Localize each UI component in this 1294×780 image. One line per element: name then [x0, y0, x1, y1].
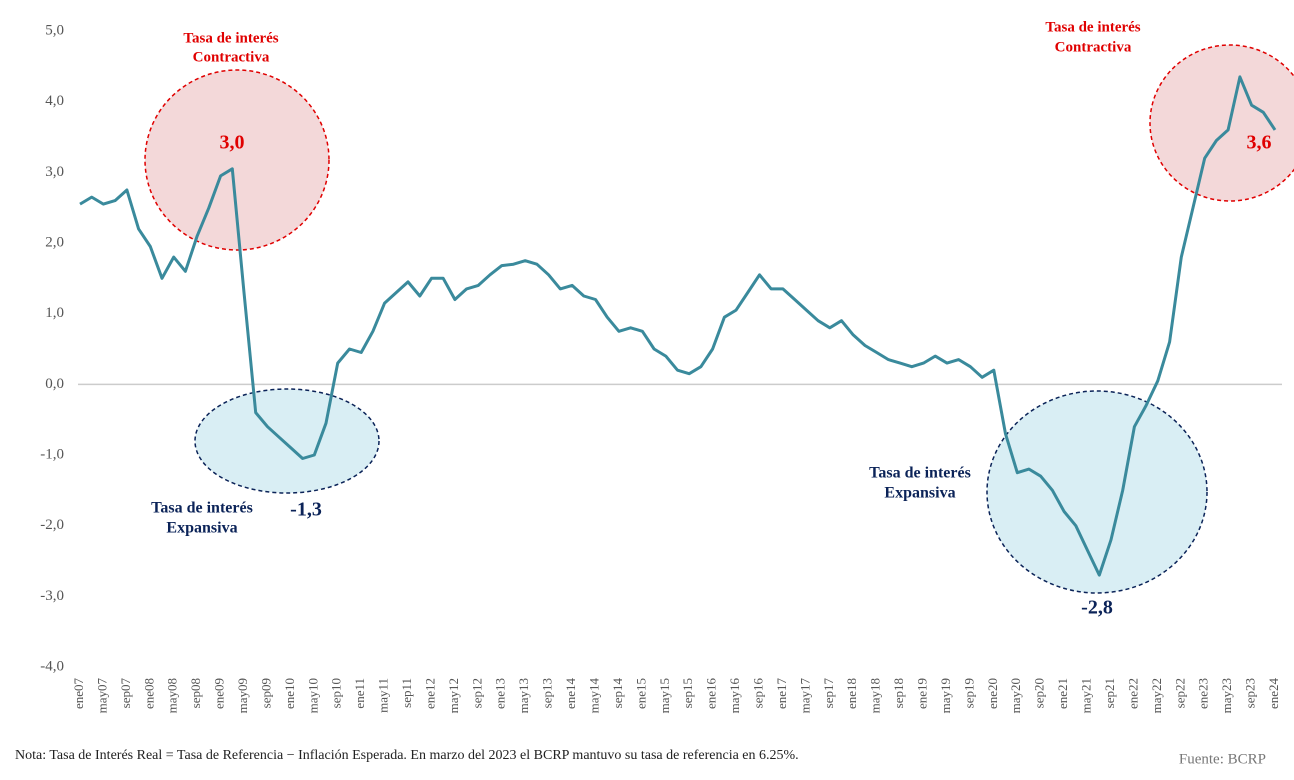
- x-tick-label: ene16: [704, 678, 719, 710]
- x-tick-label: may18: [868, 678, 883, 713]
- x-tick-label: ene11: [352, 678, 367, 709]
- annotation: Contractiva: [193, 49, 270, 65]
- x-tick-label: ene17: [774, 678, 789, 710]
- annotation: Expansiva: [884, 485, 955, 502]
- y-tick-label: -2,0: [40, 517, 64, 533]
- y-tick-label: -1,0: [40, 446, 64, 462]
- x-tick-label: ene14: [563, 678, 578, 710]
- x-tick-label: ene18: [844, 678, 859, 709]
- x-tick-label: may14: [586, 678, 601, 714]
- annotation: Tasa de interés: [151, 500, 253, 517]
- x-tick-label: ene20: [985, 678, 1000, 709]
- y-tick-label: 4,0: [45, 93, 64, 109]
- x-tick-label: sep11: [399, 678, 414, 708]
- x-tick-label: sep14: [610, 678, 625, 709]
- x-tick-label: ene23: [1196, 678, 1211, 709]
- annotation: -2,8: [1081, 597, 1113, 619]
- annotation: Tasa de interés: [1045, 19, 1140, 35]
- annotation: 3,6: [1247, 132, 1272, 154]
- x-tick-label: may08: [165, 678, 180, 713]
- x-tick-label: ene09: [212, 678, 227, 709]
- x-tick-label: ene08: [141, 678, 156, 709]
- x-tick-label: sep07: [118, 678, 133, 709]
- annotation: -1,3: [290, 499, 322, 521]
- annotation: Contractiva: [1055, 39, 1132, 55]
- x-tick-label: may10: [305, 678, 320, 713]
- y-tick-label: -3,0: [40, 588, 64, 604]
- x-tick-label: ene13: [493, 678, 508, 709]
- y-tick-label: 0,0: [45, 376, 64, 392]
- x-tick-label: sep09: [258, 678, 273, 708]
- x-tick-label: sep23: [1243, 678, 1258, 708]
- highlight-ellipse: [986, 390, 1208, 594]
- x-tick-label: sep12: [469, 678, 484, 708]
- x-tick-label: may17: [797, 678, 812, 714]
- x-tick-label: ene19: [915, 678, 930, 709]
- x-tick-label: ene07: [71, 678, 86, 710]
- highlight-ellipse: [194, 388, 380, 494]
- x-tick-label: may11: [376, 678, 391, 713]
- x-tick-label: may23: [1219, 678, 1234, 713]
- x-tick-label: ene22: [1125, 678, 1140, 709]
- x-tick-label: sep08: [188, 678, 203, 708]
- source: Fuente: BCRP: [1179, 751, 1266, 767]
- x-tick-label: may19: [938, 678, 953, 713]
- x-tick-label: may13: [516, 678, 531, 713]
- x-tick-label: sep16: [750, 678, 765, 709]
- x-tick-label: sep17: [821, 678, 836, 709]
- x-tick-label: may20: [1008, 678, 1023, 713]
- y-tick-label: 3,0: [45, 164, 64, 180]
- y-tick-label: -4,0: [40, 658, 64, 674]
- x-tick-label: sep18: [891, 678, 906, 708]
- annotation: Expansiva: [166, 520, 237, 537]
- highlight-ellipse: [1149, 44, 1294, 202]
- x-tick-label: sep20: [1032, 678, 1047, 708]
- x-tick-label: sep19: [961, 678, 976, 708]
- x-tick-label: may22: [1149, 678, 1164, 713]
- x-tick-label: sep22: [1172, 678, 1187, 708]
- x-tick-label: sep13: [540, 678, 555, 708]
- x-tick-label: sep15: [680, 678, 695, 708]
- x-tick-label: ene24: [1266, 678, 1281, 710]
- x-tick-label: sep10: [329, 678, 344, 708]
- x-tick-label: may21: [1079, 678, 1094, 713]
- note: Nota: Tasa de Interés Real = Tasa de Ref…: [15, 748, 799, 763]
- x-tick-label: may15: [657, 678, 672, 713]
- annotation: 3,0: [220, 132, 245, 154]
- y-tick-label: 1,0: [45, 305, 64, 321]
- y-tick-label: 5,0: [45, 22, 64, 38]
- y-tick-label: 2,0: [45, 234, 64, 250]
- x-tick-label: ene12: [422, 678, 437, 709]
- x-tick-label: ene15: [633, 678, 648, 709]
- annotation: Tasa de interés: [183, 30, 278, 46]
- data-line: [79, 75, 1277, 577]
- x-tick-label: may16: [727, 678, 742, 714]
- highlight-ellipse: [144, 69, 330, 251]
- x-tick-label: may07: [94, 678, 109, 714]
- x-tick-label: ene10: [282, 678, 297, 709]
- x-tick-label: may12: [446, 678, 461, 713]
- x-tick-label: sep21: [1102, 678, 1117, 708]
- x-tick-label: may09: [235, 678, 250, 713]
- x-tick-label: ene21: [1055, 678, 1070, 709]
- annotation: Tasa de interés: [869, 465, 971, 482]
